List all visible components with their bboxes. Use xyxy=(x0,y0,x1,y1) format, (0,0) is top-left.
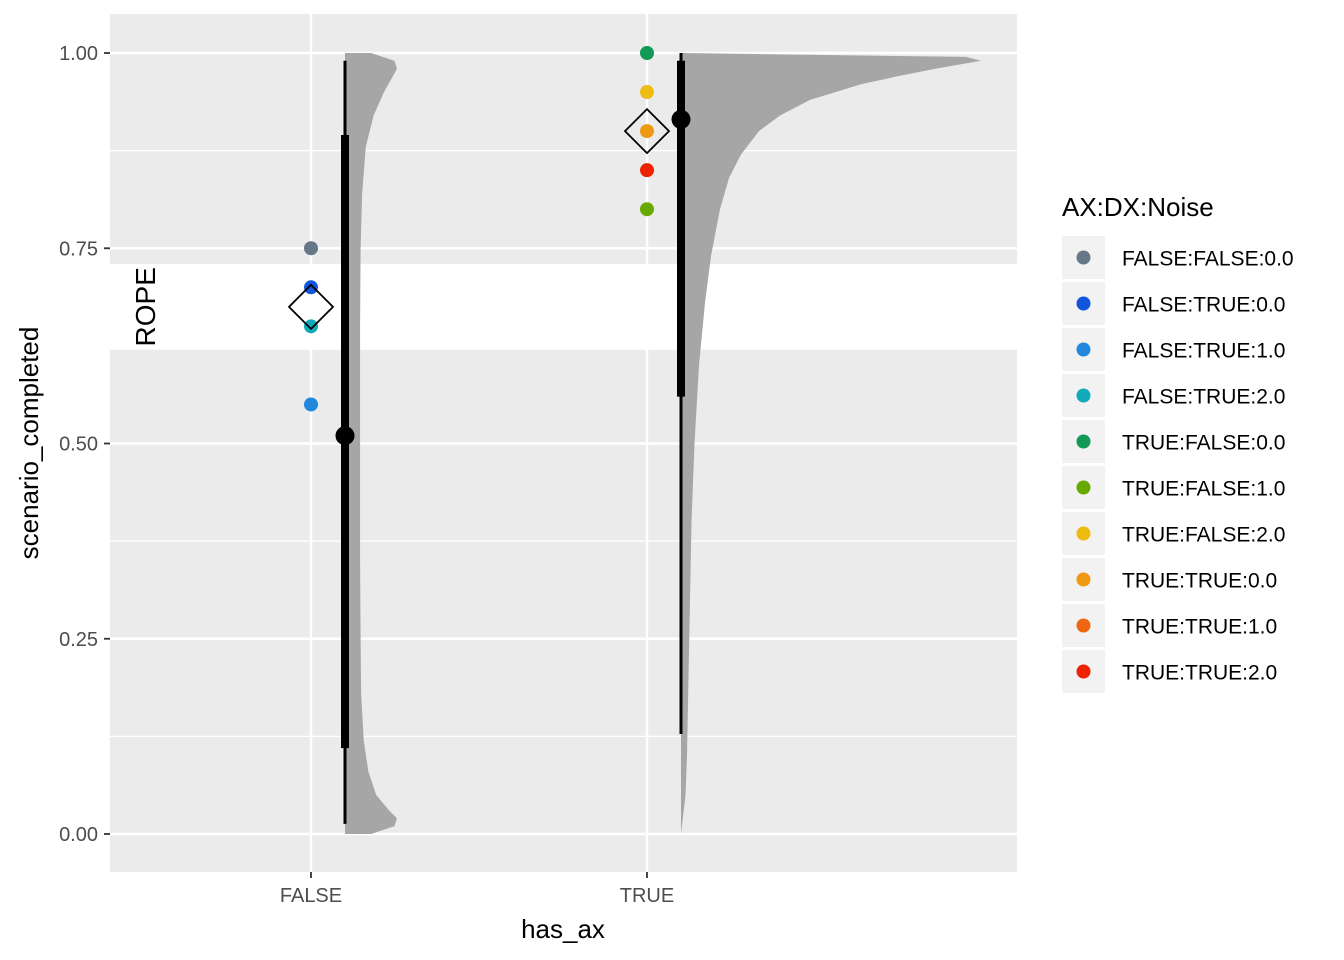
point-estimate-true xyxy=(671,109,691,129)
legend-item: TRUE:FALSE:2.0 xyxy=(1062,512,1285,555)
data-point xyxy=(304,280,318,295)
legend-label: TRUE:TRUE:1.0 xyxy=(1122,616,1277,639)
x-axis-title: has_ax xyxy=(521,914,605,944)
data-point xyxy=(640,124,654,139)
legend-label: TRUE:FALSE:2.0 xyxy=(1122,524,1285,547)
legend-swatch xyxy=(1076,250,1091,265)
x-tick-label: FALSE xyxy=(280,885,342,907)
legend-swatch xyxy=(1076,434,1091,449)
means-layer xyxy=(287,107,671,331)
y-tick-label: 0.75 xyxy=(59,238,98,260)
legend-swatch xyxy=(1076,480,1091,495)
data-point xyxy=(640,85,654,100)
legend-label: TRUE:TRUE:0.0 xyxy=(1122,570,1277,593)
axes-layer: 0.00 0.25 0.50 0.75 1.00 FALSE TRUE xyxy=(59,43,674,907)
legend-item: FALSE:TRUE:0.0 xyxy=(1062,282,1285,325)
data-point xyxy=(640,163,654,178)
grid-major xyxy=(110,14,1017,872)
legend-item: TRUE:TRUE:0.0 xyxy=(1062,558,1277,601)
legend-swatch xyxy=(1076,618,1091,633)
point-estimate-false xyxy=(335,426,355,446)
legend-items: FALSE:FALSE:0.0 FALSE:TRUE:0.0 FALSE:TRUE:… xyxy=(1062,236,1294,693)
y-tick-label: 1.00 xyxy=(59,43,98,65)
legend-item: FALSE:TRUE:1.0 xyxy=(1062,328,1285,371)
legend-item: TRUE:TRUE:1.0 xyxy=(1062,604,1277,647)
legend-swatch xyxy=(1076,296,1091,311)
data-point xyxy=(640,46,654,60)
density-true xyxy=(681,53,981,834)
data-point xyxy=(304,319,318,334)
rope-label: ROPE xyxy=(130,267,161,346)
points-layer xyxy=(304,46,654,412)
legend-swatch xyxy=(1076,342,1091,357)
legend-label: TRUE:TRUE:2.0 xyxy=(1122,662,1277,685)
legend-label: FALSE:TRUE:2.0 xyxy=(1122,386,1285,409)
rope-label-layer: ROPE xyxy=(130,267,161,346)
density-false xyxy=(345,53,397,834)
data-point xyxy=(640,202,654,217)
density-layer xyxy=(345,53,981,834)
y-tick-label: 0.25 xyxy=(59,629,98,651)
legend-label: FALSE:TRUE:0.0 xyxy=(1122,294,1285,317)
group-mean-false xyxy=(287,283,335,331)
legend-item: TRUE:FALSE:1.0 xyxy=(1062,466,1285,509)
legend-item: FALSE:FALSE:0.0 xyxy=(1062,236,1294,279)
interval-layer xyxy=(335,53,691,824)
y-tick-label: 0.50 xyxy=(59,434,98,456)
legend-label: FALSE:FALSE:0.0 xyxy=(1122,248,1294,271)
data-point xyxy=(304,397,318,412)
legend-swatch xyxy=(1076,526,1091,541)
data-point xyxy=(304,241,318,256)
rope-band xyxy=(110,263,1023,350)
legend-title: AX:DX:Noise xyxy=(1062,192,1214,222)
legend-label: FALSE:TRUE:1.0 xyxy=(1122,340,1285,363)
legend: AX:DX:Noise FALSE:FALSE:0.0 FALSE:TRUE:0.… xyxy=(1062,192,1294,693)
y-axis-title: scenario_completed xyxy=(14,327,44,560)
legend-swatch xyxy=(1076,388,1091,403)
legend-swatch xyxy=(1076,572,1091,587)
y-tick-label: 0.00 xyxy=(59,824,98,846)
legend-item: TRUE:TRUE:2.0 xyxy=(1062,650,1277,693)
group-mean-true xyxy=(623,107,671,155)
legend-item: FALSE:TRUE:2.0 xyxy=(1062,374,1285,417)
x-tick-label: TRUE xyxy=(620,885,674,907)
legend-label: TRUE:FALSE:0.0 xyxy=(1122,432,1285,455)
legend-item: TRUE:FALSE:0.0 xyxy=(1062,420,1285,463)
legend-label: TRUE:FALSE:1.0 xyxy=(1122,478,1285,501)
rope-region xyxy=(110,263,1023,350)
legend-swatch xyxy=(1076,664,1091,679)
